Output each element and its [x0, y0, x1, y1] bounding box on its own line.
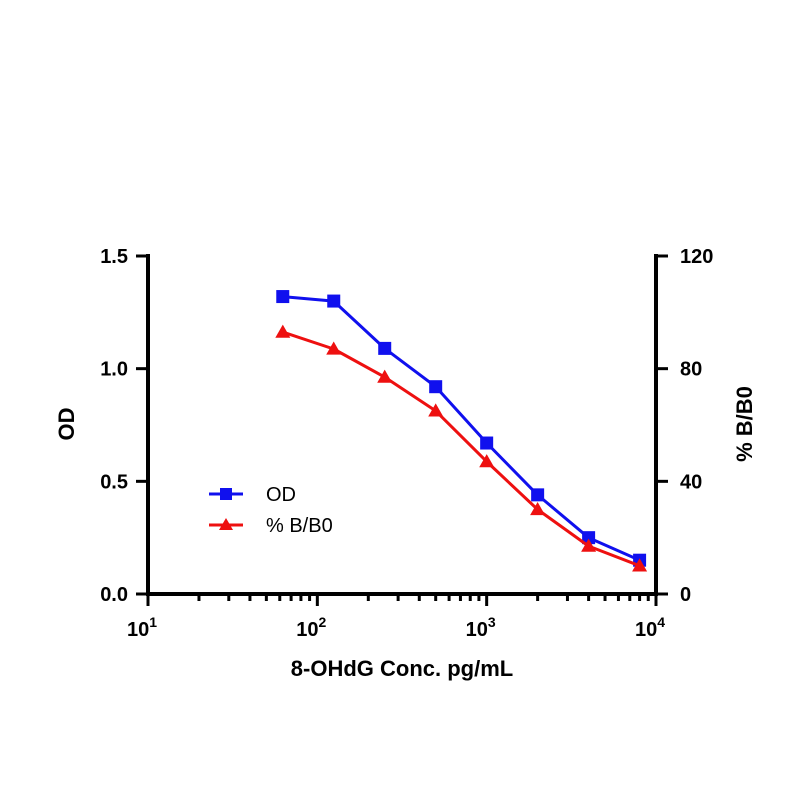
bb0-data-point	[479, 454, 495, 468]
x-tick-label: 102	[296, 614, 326, 641]
od-data-point	[378, 341, 392, 355]
legend-item-od: OD	[209, 484, 296, 506]
right-y-axis-title: % B/B0	[732, 386, 757, 462]
od-data-point	[327, 294, 341, 308]
bb0-data-point	[632, 558, 648, 572]
bb0-data-point	[581, 538, 597, 552]
od-data-point	[582, 531, 596, 545]
bb0-data-point	[326, 341, 342, 355]
axis-ticks: 0.0 0.5 1.0 1.5 0 40 80 120 101 102 103 104	[100, 246, 713, 641]
left-y-tick-label: 1.5	[100, 246, 128, 268]
series-line-bb0	[282, 330, 641, 568]
right-y-tick-label: 80	[680, 359, 702, 381]
right-y-tick-label: 40	[680, 471, 702, 493]
x-tick-label: 101	[127, 614, 157, 641]
bb0-data-point	[275, 324, 291, 338]
x-axis-title: 8-OHdG Conc. pg/mL	[291, 656, 513, 681]
bb0-data-point	[428, 403, 444, 417]
series-line-od	[282, 295, 641, 562]
legend-bb0-triangle-marker	[219, 518, 233, 530]
od-data-point	[531, 488, 545, 502]
x-tick-label: 104	[635, 614, 665, 641]
data-series	[275, 290, 648, 572]
od-data-point	[429, 380, 443, 394]
legend: OD % B/B0	[209, 484, 333, 537]
legend-od-label: OD	[266, 484, 296, 506]
right-y-tick-label: 120	[680, 246, 713, 268]
left-y-tick-label: 0.5	[100, 471, 128, 493]
bb0-data-point	[377, 369, 393, 383]
left-y-tick-label: 1.0	[100, 359, 128, 381]
x-tick-label: 103	[466, 614, 496, 641]
legend-od-square-marker	[220, 488, 232, 500]
left-y-axis-title: OD	[54, 408, 79, 441]
right-y-tick-label: 0	[680, 584, 691, 606]
left-y-tick-label: 0.0	[100, 584, 128, 606]
od-data-point	[276, 290, 290, 304]
bb0-data-point	[530, 502, 546, 516]
legend-item-bb0: % B/B0	[209, 515, 333, 537]
legend-bb0-label: % B/B0	[266, 515, 333, 537]
od-data-point	[480, 436, 494, 450]
